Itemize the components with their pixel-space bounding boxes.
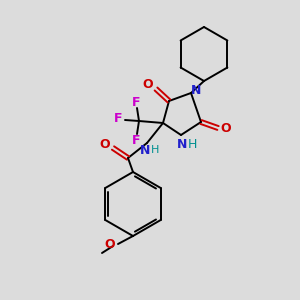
Text: F: F (132, 95, 140, 109)
Text: H: H (151, 145, 159, 155)
Text: O: O (100, 137, 110, 151)
Text: F: F (114, 112, 122, 125)
Text: O: O (143, 77, 153, 91)
Text: H: H (187, 137, 197, 151)
Text: F: F (132, 134, 140, 146)
Text: N: N (140, 143, 150, 157)
Text: O: O (105, 238, 115, 251)
Text: O: O (221, 122, 231, 134)
Text: N: N (191, 85, 201, 98)
Text: N: N (177, 137, 187, 151)
